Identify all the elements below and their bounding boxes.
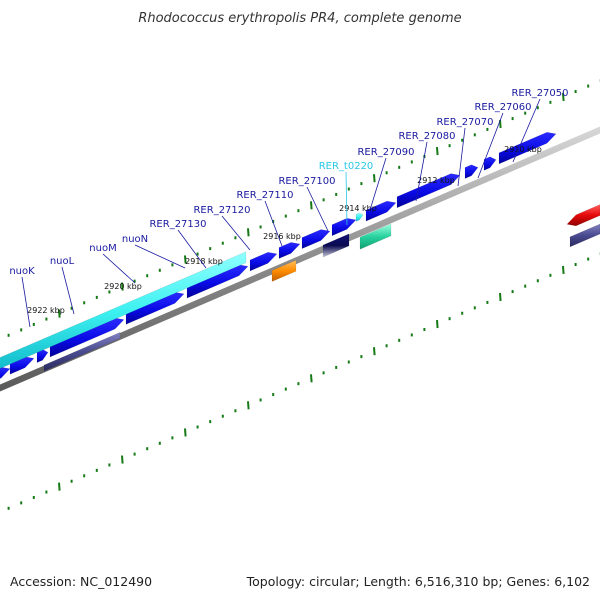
tick-label: 2920 kbp: [104, 282, 142, 291]
gene-label-nuok[interactable]: nuoK: [9, 266, 35, 277]
gene-label-rer_27060[interactable]: RER_27060: [474, 102, 531, 113]
cds-feature[interactable]: [278, 242, 301, 259]
gene-label-rer_27090[interactable]: RER_27090: [357, 147, 414, 158]
gene-callout-line: [177, 229, 207, 269]
gene-label-rer_27070[interactable]: RER_27070: [436, 117, 493, 128]
outer-ruler-major-tick: [562, 92, 565, 101]
teal-feature[interactable]: [359, 223, 392, 250]
inner-ruler-major-tick: [58, 482, 61, 491]
gene-label-nuol[interactable]: nuoL: [50, 256, 75, 267]
operon-subfeature[interactable]: [43, 332, 121, 372]
gene-callout-line: [512, 98, 541, 163]
cds-feature[interactable]: [396, 173, 461, 209]
operon-feature[interactable]: [0, 251, 247, 373]
rna-feature[interactable]: [322, 233, 350, 258]
gene-callout-line: [264, 200, 283, 247]
outer-ruler-major-tick: [247, 228, 250, 237]
reverse-feature[interactable]: [569, 223, 600, 248]
tick-label: 2922 kbp: [27, 306, 65, 315]
tick-label: 2914 kbp: [339, 204, 377, 213]
inner-ruler-major-tick: [499, 292, 502, 302]
cds-feature[interactable]: [249, 252, 278, 272]
gene-label-rer_27100[interactable]: RER_27100: [278, 176, 335, 187]
cds-feature[interactable]: [483, 156, 497, 171]
map-title: Rhodococcus erythropolis PR4, complete g…: [138, 11, 461, 26]
outer-ruler-major-tick: [184, 255, 187, 264]
gene-callout-line: [457, 127, 466, 187]
gene-label-rer_t0220[interactable]: RER_t0220: [319, 161, 374, 172]
gene-callout-line: [369, 157, 387, 211]
cds-feature[interactable]: [301, 229, 331, 250]
gene-label-rer_27110[interactable]: RER_27110: [236, 190, 293, 201]
outer-ruler-major-tick: [436, 147, 439, 156]
red-feature[interactable]: [566, 204, 600, 227]
genome-summary-text: Topology: circular; Length: 6,516,310 bp…: [246, 574, 590, 589]
inner-ruler-major-tick: [121, 455, 124, 464]
gene-callout-line: [345, 171, 348, 226]
backbone-layer: [0, 126, 600, 392]
cds-feature[interactable]: [331, 218, 357, 237]
inner-ruler-major-tick: [373, 347, 376, 356]
feature-layer: [0, 132, 600, 383]
gene-label-nuon[interactable]: nuoN: [122, 234, 148, 245]
label-layer: 2910 kbp 2912 kbp 2914 kbp 2916 kbp 2918 kbp…: [9, 88, 569, 328]
tick-layer: [7, 79, 600, 510]
gene-label-nuom[interactable]: nuoM: [89, 243, 116, 254]
cds-feature[interactable]: [464, 164, 479, 179]
gene-callout-line: [221, 215, 251, 251]
outer-ruler-major-tick: [58, 309, 61, 318]
gene-callout-line: [477, 112, 504, 179]
inner-ruler-major-tick: [247, 401, 250, 410]
cds-feature[interactable]: [0, 366, 11, 383]
tick-label: 2912 kbp: [417, 176, 455, 185]
cds-feature[interactable]: [498, 132, 557, 165]
accession-text: Accession: NC_012490: [10, 574, 152, 589]
gene-callout-line: [21, 276, 31, 328]
gene-callout-line: [415, 141, 428, 202]
inner-ruler-major-tick: [562, 265, 565, 274]
trna-feature[interactable]: [355, 212, 364, 222]
gene-callout-line: [306, 186, 329, 232]
tick-label: 2910 kbp: [504, 145, 542, 154]
cds-feature[interactable]: [365, 200, 397, 222]
gene-label-rer_27080[interactable]: RER_27080: [398, 131, 455, 142]
outer-ruler-major-tick: [121, 282, 124, 291]
genome-backbone: [0, 126, 600, 392]
gene-label-rer_27120[interactable]: RER_27120: [193, 205, 250, 216]
gene-callout-line: [102, 253, 136, 284]
inner-ruler-major-tick: [436, 320, 439, 329]
inner-ruler-major-tick: [310, 374, 313, 383]
tick-label: 2918 kbp: [185, 257, 223, 266]
inner-ruler-major-tick: [184, 428, 187, 437]
gene-label-rer_27130[interactable]: RER_27130: [149, 219, 206, 230]
gene-callout-line: [61, 266, 75, 315]
tick-label: 2916 kbp: [263, 232, 301, 241]
gene-label-rer_27050[interactable]: RER_27050: [511, 88, 568, 99]
outer-ruler-major-tick: [310, 201, 313, 210]
orange-feature[interactable]: [271, 259, 297, 282]
outer-ruler-major-tick: [373, 174, 376, 183]
gene-callout-line: [134, 244, 186, 269]
